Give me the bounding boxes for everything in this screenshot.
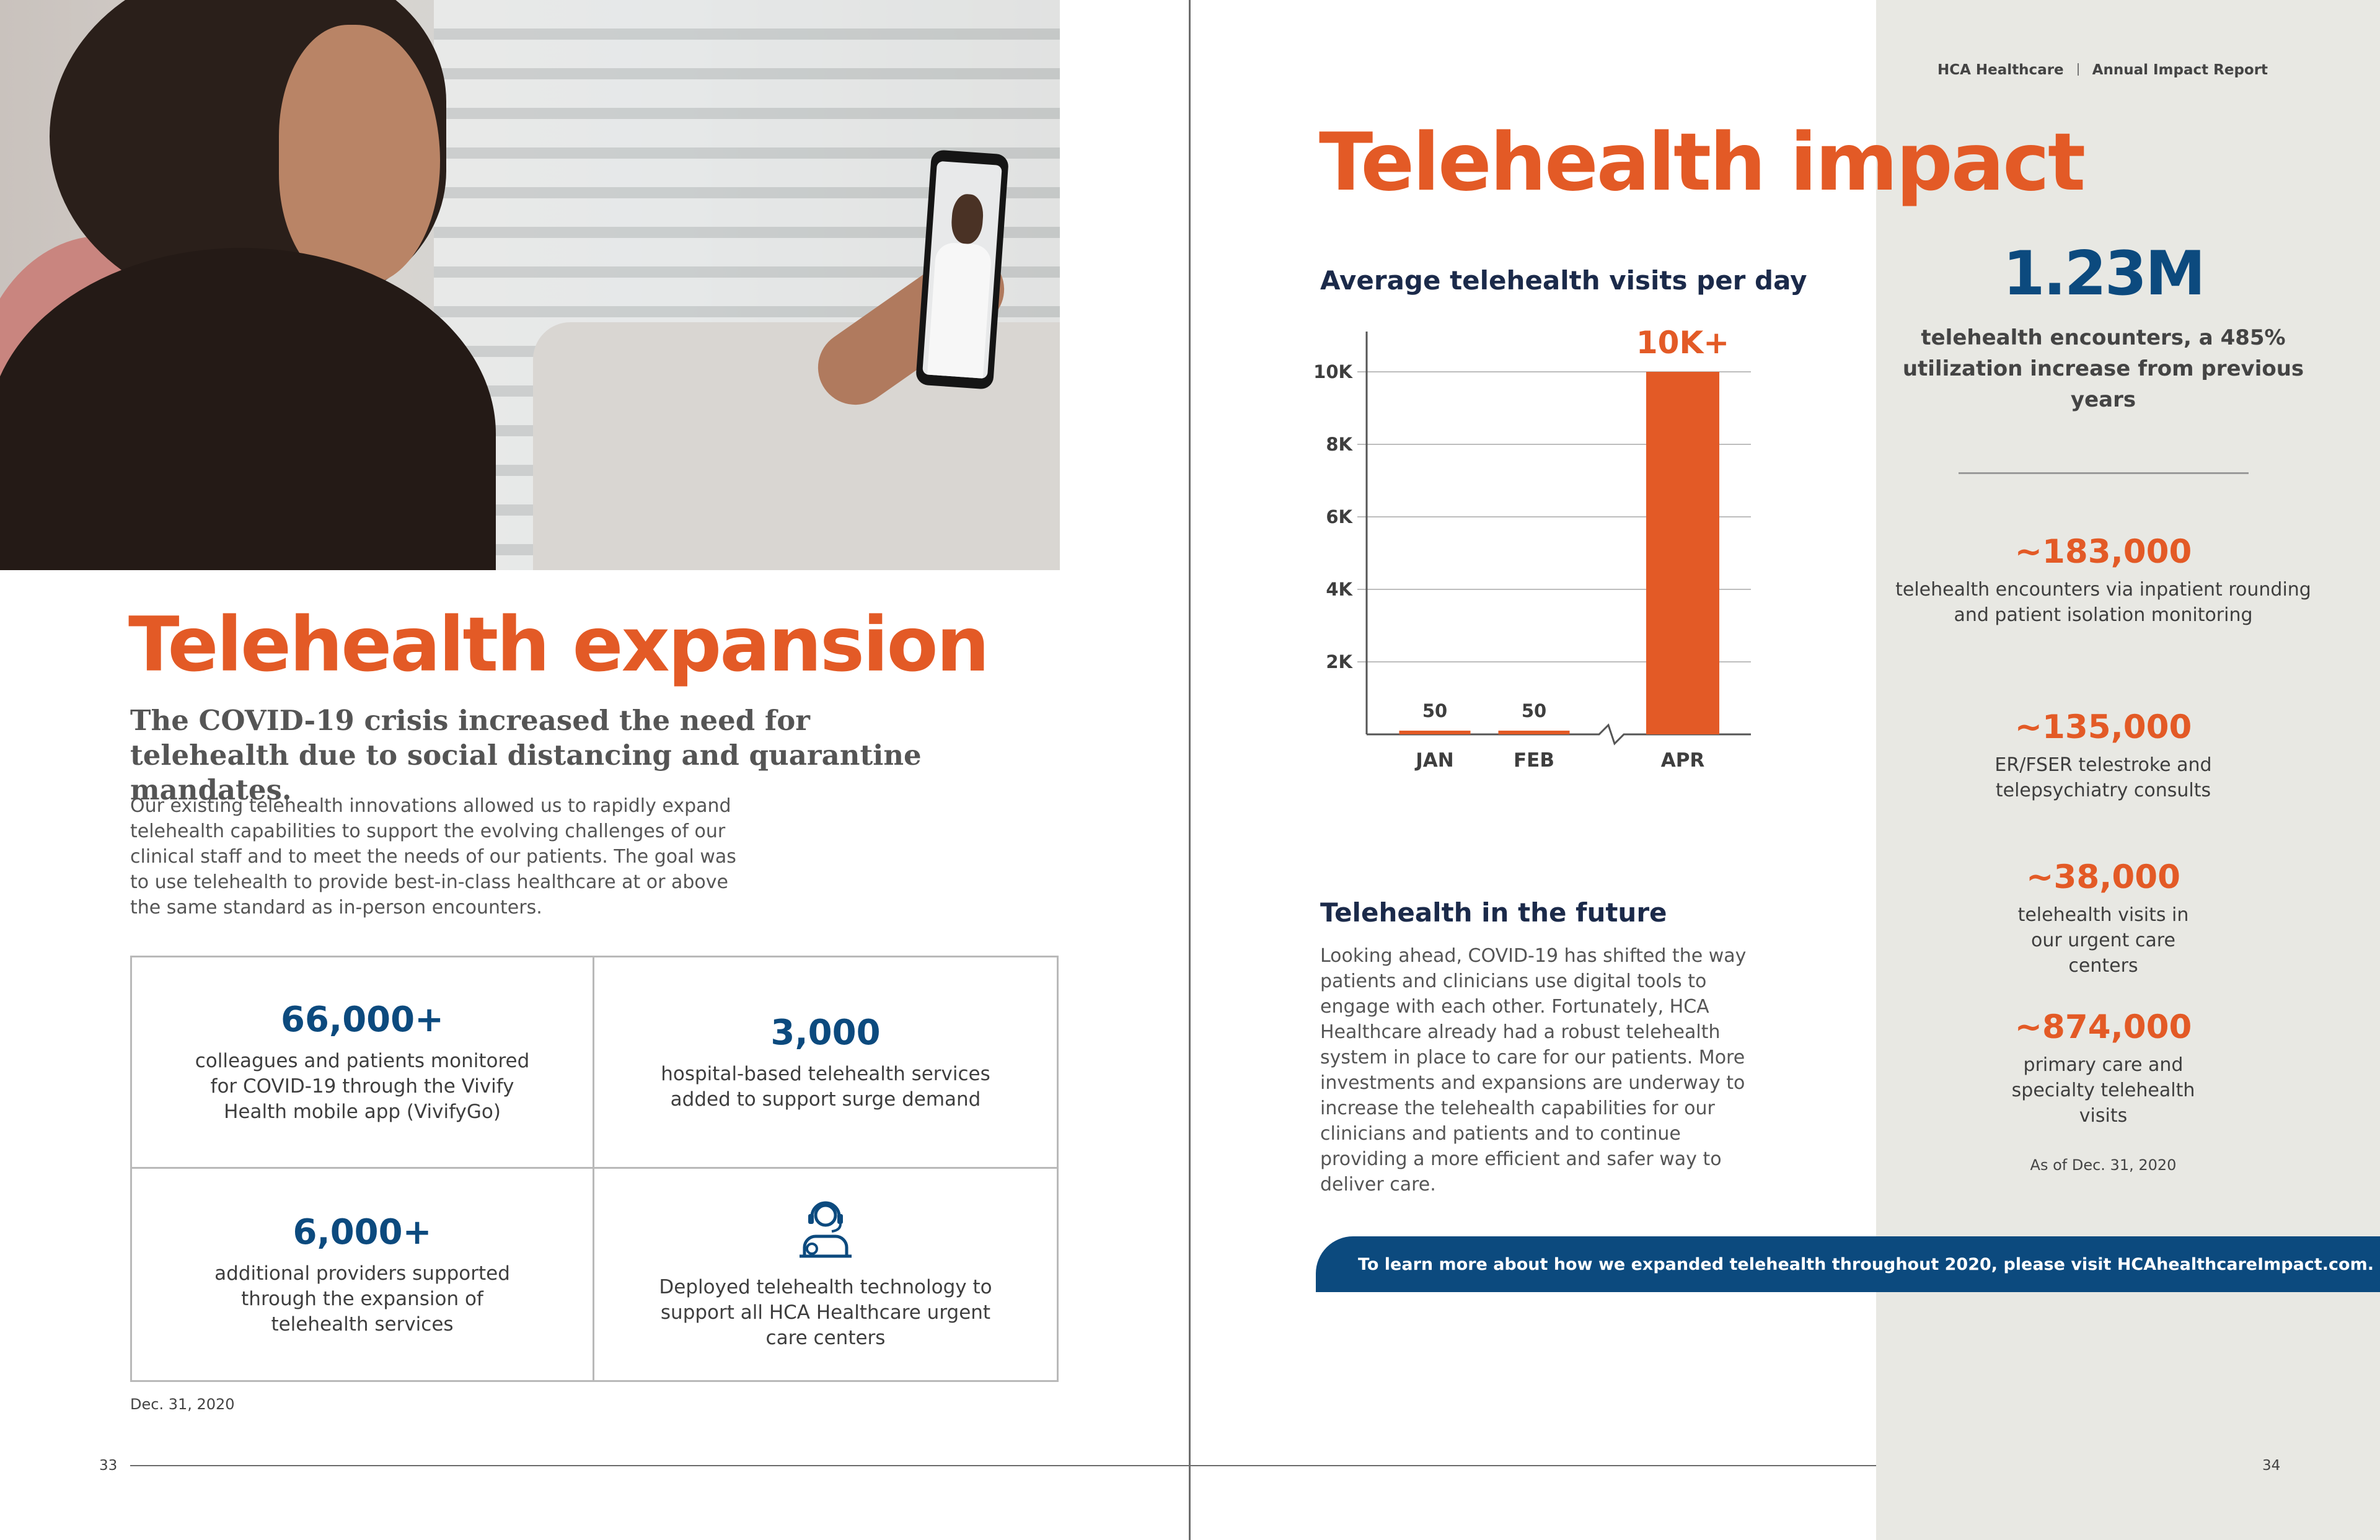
headset-agent-icon — [796, 1198, 855, 1262]
y-tick-label: 4K — [1326, 579, 1353, 600]
stat-text: additional providers supported through t… — [214, 1262, 510, 1335]
stat-value: 6,000+ — [293, 1212, 432, 1252]
data-label: 50 — [1522, 700, 1546, 721]
stat-cell: 6,000+ additional providers supported th… — [132, 1169, 594, 1380]
bar-feb — [1498, 731, 1570, 734]
x-tick-label: JAN — [1414, 749, 1453, 772]
sidebar-stat: ~38,000 telehealth visits in our urgent … — [1876, 858, 2330, 979]
x-tick-label: FEB — [1514, 749, 1554, 772]
chart-bars — [1399, 372, 1719, 734]
sidebar-stat-value: ~874,000 — [2014, 1008, 2192, 1046]
page-spine — [1189, 0, 1191, 1540]
hero-photo — [0, 0, 1060, 570]
sidebar-divider — [1959, 472, 2249, 474]
bar-apr — [1646, 372, 1719, 734]
stat-text: hospital-based telehealth services added… — [661, 1062, 990, 1111]
stat-text: Deployed telehealth technology to suppor… — [659, 1276, 992, 1349]
running-head: HCA Healthcare Annual Impact Report — [1937, 62, 2268, 78]
stats-grid: 66,000+ colleagues and patients monitore… — [130, 956, 1059, 1382]
y-tick-label: 10K — [1313, 361, 1353, 382]
sidebar-stat: ~183,000 telehealth encounters via inpat… — [1876, 533, 2330, 628]
sidebar-stat-value: ~38,000 — [2026, 858, 2180, 896]
page-number-right: 34 — [2262, 1458, 2281, 1474]
sidebar-stat-value: ~135,000 — [2014, 708, 2192, 746]
future-section-body: Looking ahead, COVID-19 has shifted the … — [1320, 945, 1747, 1195]
x-tick-label: APR — [1661, 749, 1705, 772]
body-paragraph-left: Our existing telehealth innovations allo… — [130, 795, 736, 918]
sidebar-stat-value: ~183,000 — [2014, 533, 2192, 571]
sidebar-stat: ~874,000 primary care and specialty tele… — [1876, 1008, 2330, 1129]
chart-title: Average telehealth visits per day — [1320, 265, 1807, 296]
stat-text: colleagues and patients monitored for CO… — [195, 1050, 530, 1123]
x-tick-labels: JAN FEB APR — [1414, 749, 1704, 772]
page-number-left: 33 — [99, 1458, 118, 1474]
running-head-company: HCA Healthcare — [1937, 62, 2064, 78]
y-tick-label: 8K — [1326, 434, 1353, 455]
sidebar-headline-value: 1.23M — [2003, 239, 2205, 309]
future-section-title: Telehealth in the future — [1320, 897, 1667, 928]
sidebar-stat-text: telehealth encounters via inpatient roun… — [1895, 579, 2311, 626]
sidebar-stat-text: telehealth visits in our urgent care cen… — [2017, 904, 2189, 977]
stat-cell: Deployed telehealth technology to suppor… — [594, 1169, 1057, 1380]
doctor-coat — [927, 241, 992, 379]
phone-screen — [922, 161, 1002, 379]
y-tick-label: 6K — [1326, 506, 1353, 527]
chart-data-labels: 50 50 10K+ — [1422, 325, 1729, 721]
page-title-right: Telehealth impact — [1319, 117, 2086, 209]
smartphone — [915, 149, 1010, 390]
visits-bar-chart: 2K 4K 6K 8K 10K JAN FEB APR 50 50 10K+ — [1313, 325, 1751, 772]
stat-value: 66,000+ — [280, 1000, 444, 1040]
sidebar-stat-text: ER/FSER telestroke and telepsychiatry co… — [1994, 754, 2212, 801]
data-label: 10K+ — [1636, 325, 1729, 361]
sidebar-stat: ~135,000 ER/FSER telestroke and telepsyc… — [1876, 708, 2330, 803]
sidebar-as-of-date: As of Dec. 31, 2020 — [2030, 1156, 2177, 1174]
stat-cell: 66,000+ colleagues and patients monitore… — [132, 957, 594, 1169]
lead-paragraph: The COVID-19 crisis increased the need f… — [130, 704, 922, 806]
child-silhouette — [0, 248, 496, 570]
doctor-head — [950, 193, 985, 245]
stat-value: 3,000 — [770, 1012, 881, 1053]
sidebar-stat-text: primary care and specialty telehealth vi… — [2011, 1054, 2195, 1127]
data-label: 50 — [1422, 700, 1447, 721]
bar-jan — [1399, 731, 1471, 734]
page-title-left: Telehealth expansion — [128, 601, 990, 689]
y-tick-labels: 2K 4K 6K 8K 10K — [1313, 361, 1353, 672]
footnote-date: Dec. 31, 2020 — [130, 1396, 235, 1413]
y-tick-label: 2K — [1326, 651, 1353, 672]
running-head-divider — [2077, 63, 2079, 76]
sidebar-headline-text: telehealth encounters, a 485% utilizatio… — [1902, 325, 2304, 412]
stat-cell: 3,000 hospital-based telehealth services… — [594, 957, 1057, 1169]
learn-more-banner[interactable]: To learn more about how we expanded tele… — [1316, 1236, 2380, 1292]
woman-face — [279, 25, 440, 285]
running-head-report: Annual Impact Report — [2092, 62, 2268, 78]
